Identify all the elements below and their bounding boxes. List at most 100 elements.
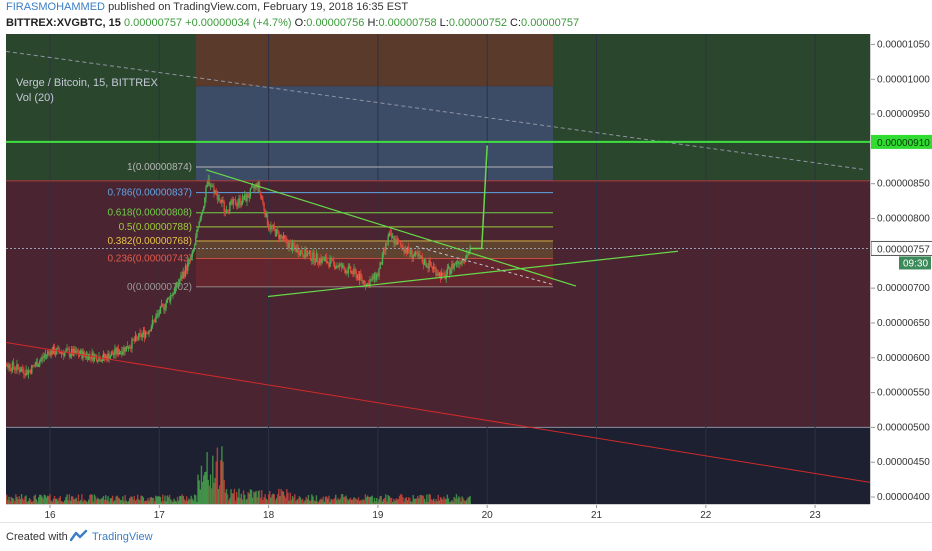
green-zone-right [553, 34, 870, 181]
candle-body [165, 303, 166, 308]
candle-body [20, 372, 21, 373]
candle-body [64, 352, 65, 356]
candle-body [198, 221, 199, 226]
candle-body [385, 243, 386, 250]
fib-band-382 [196, 241, 553, 258]
candle-body [193, 249, 194, 251]
candle-body [434, 267, 435, 268]
candle-body [360, 273, 361, 277]
candle-body [307, 253, 308, 256]
candle-body [467, 255, 468, 256]
price-tick-label: 0.00000500 [877, 422, 930, 433]
price-tick-label: 0.00000950 [877, 109, 930, 120]
time-tick-label: 16 [44, 510, 56, 521]
candle-body [354, 268, 355, 271]
candle-body [200, 218, 201, 221]
price-change: +0.00000034 (+4.7%) [185, 17, 291, 29]
candle-body [260, 192, 261, 195]
candle-body [431, 266, 432, 267]
time-tick-label: 22 [700, 510, 712, 521]
candle-body [237, 203, 238, 205]
candle-body [70, 355, 71, 356]
price-tick-label: 0.00001000 [877, 74, 930, 85]
candle-body [164, 308, 165, 310]
close-label: C: [510, 17, 521, 29]
time-tick-label: 17 [154, 510, 166, 521]
candle-body [274, 225, 275, 229]
candle-body [38, 365, 39, 367]
candle-body [192, 252, 193, 257]
candle-body [14, 368, 15, 370]
candle-body [310, 251, 311, 260]
candle-body [222, 200, 223, 202]
candle-body [333, 259, 334, 262]
candle-body [382, 254, 383, 265]
candle-body [416, 252, 417, 254]
countdown-label: 09:30 [903, 258, 928, 269]
candle-body [311, 260, 312, 261]
candle-body [294, 246, 295, 248]
candle-body [317, 254, 318, 262]
candle-body [441, 273, 442, 279]
candle-body [151, 327, 152, 331]
candle-body [343, 265, 344, 269]
candle-body [398, 239, 399, 241]
legend-title: Verge / Bitcoin, 15, BITTREX [16, 76, 158, 91]
candle-body [178, 283, 179, 285]
last-price: 0.00000757 [124, 17, 182, 29]
time-tick-label: 18 [263, 510, 275, 521]
candle-body [102, 359, 103, 361]
chart-area[interactable]: 1(0.00000874) 0.786(0.00000837) 0.618(0.00… [6, 34, 870, 504]
price-tick-label: 0.00000400 [877, 492, 930, 503]
candle-body [408, 247, 409, 252]
candle-body [205, 187, 206, 198]
author-link[interactable]: FIRASMOHAMMED [6, 1, 105, 13]
candle-body [179, 280, 180, 283]
candle-body [167, 298, 168, 302]
candle-body [6, 364, 7, 366]
candle-body [301, 250, 302, 253]
candle-body [364, 280, 365, 285]
price-tick-label: 0.00000600 [877, 353, 930, 364]
low-value: 0.00000752 [449, 17, 507, 29]
candle-body [329, 259, 330, 267]
fib-level-label: 0.618(0.00000808) [107, 208, 192, 219]
current-price-label: 0.00000757 [877, 244, 930, 255]
candle-body [34, 365, 35, 366]
candle-body [152, 320, 153, 327]
candle-body [324, 259, 325, 261]
price-axis-svg: 0.000010500.000010000.000009500.00000850… [871, 34, 932, 504]
candle-body [160, 306, 161, 313]
price-tick-label: 0.00000550 [877, 388, 930, 399]
candle-body [204, 198, 205, 206]
candle-body [202, 210, 203, 213]
candle-body [217, 191, 218, 199]
candle-body [370, 279, 371, 280]
chart-header: FIRASMOHAMMED published on TradingView.c… [0, 0, 932, 34]
candle-body [414, 255, 415, 256]
tradingview-brand-link[interactable]: TradingView [92, 531, 153, 543]
candle-body [387, 236, 388, 243]
price-tick-label: 0.00000800 [877, 214, 930, 225]
candle-body [335, 267, 336, 268]
candle-body [44, 356, 45, 357]
symbol-label: BITTREX:XVGBTC, 15 [6, 17, 121, 29]
fib-level-label: 0.786(0.00000837) [107, 188, 192, 199]
fib-level-label: 1(0.00000874) [127, 162, 192, 173]
candle-body [68, 349, 69, 350]
candle-body [19, 368, 20, 372]
publish-info: FIRASMOHAMMED published on TradingView.c… [6, 1, 408, 13]
candle-body [241, 204, 242, 205]
candle-body [40, 359, 41, 361]
price-tick-label: 0.00000650 [877, 318, 930, 329]
candle-body [332, 258, 333, 259]
candle-body [286, 239, 287, 243]
candle-body [369, 281, 370, 287]
candle-body [229, 202, 230, 211]
candle-body [94, 355, 95, 361]
candle-body [216, 190, 217, 191]
candle-body [280, 235, 281, 237]
